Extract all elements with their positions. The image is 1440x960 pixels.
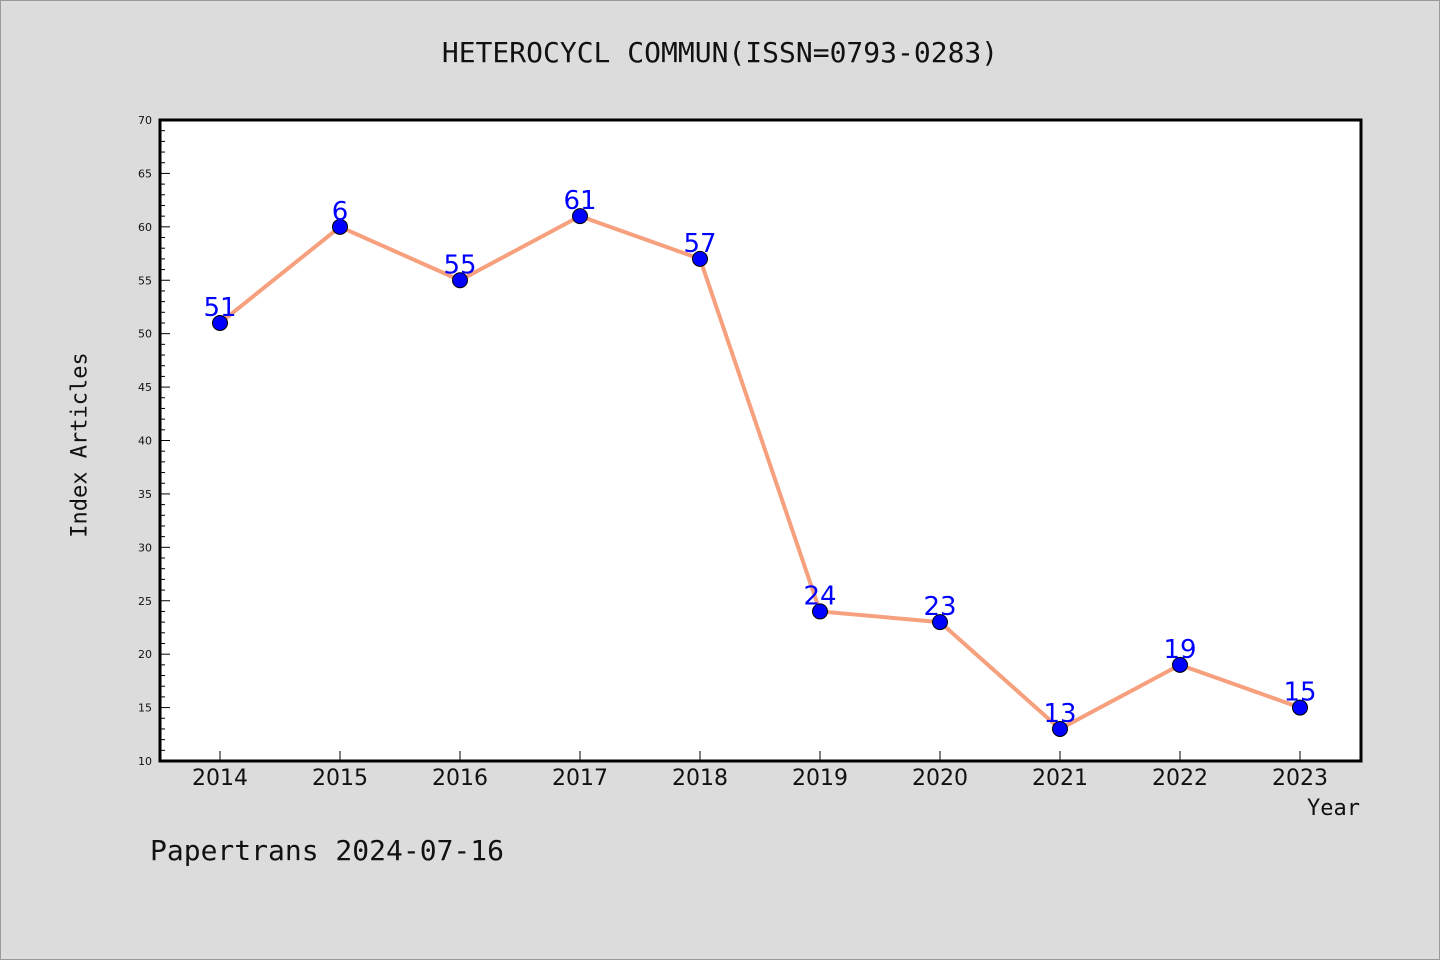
data-label: 55 <box>443 250 476 280</box>
data-markers <box>212 208 1308 737</box>
y-tick-label: 15 <box>138 702 152 715</box>
y-tick-label: 50 <box>138 328 152 341</box>
data-point <box>692 250 708 267</box>
x-axis-title: Year <box>1307 796 1360 821</box>
x-tick-label: 2015 <box>312 766 368 791</box>
data-labels: 51 6 55 61 57 24 23 13 19 15 <box>203 186 1316 729</box>
y-tick-label: 70 <box>138 114 152 127</box>
y-axis-title: Index Articles <box>67 352 93 538</box>
y-tick-label: 35 <box>138 488 152 501</box>
y-tick-label: 65 <box>138 167 152 180</box>
data-point <box>452 272 468 289</box>
data-label: 23 <box>923 592 956 622</box>
x-tick-label: 2017 <box>552 766 608 791</box>
data-label: 61 <box>563 186 596 216</box>
data-label: 51 <box>203 293 236 323</box>
y-tick-label: 20 <box>138 648 152 661</box>
y-tick-label: 45 <box>138 381 152 394</box>
data-point <box>1292 699 1308 716</box>
x-axis-ticks: 2014 2015 2016 2017 2018 2019 2020 2021 2022 2023 <box>192 751 1328 791</box>
x-tick-label: 2018 <box>672 766 728 791</box>
data-label: 13 <box>1043 699 1076 729</box>
y-tick-label: 60 <box>138 221 152 234</box>
footer-credit: Papertrans 2024-07-16 <box>150 834 505 867</box>
series-line <box>218 214 1301 731</box>
data-point <box>332 218 348 235</box>
x-tick-label: 2020 <box>912 766 968 791</box>
data-point <box>1172 656 1188 673</box>
data-point <box>1052 720 1068 737</box>
data-point <box>932 614 948 631</box>
x-tick-label: 2021 <box>1032 766 1088 791</box>
y-tick-label: 10 <box>138 755 152 768</box>
y-tick-label: 30 <box>138 541 152 554</box>
data-label: 6 <box>332 197 349 227</box>
y-tick-label: 40 <box>138 435 152 448</box>
data-label: 15 <box>1283 678 1316 708</box>
data-point <box>212 314 228 331</box>
x-tick-label: 2016 <box>432 766 488 791</box>
data-label: 24 <box>803 581 836 611</box>
data-point <box>572 208 588 225</box>
x-tick-label: 2014 <box>192 766 248 791</box>
data-label: 57 <box>683 229 716 259</box>
y-axis-ticks: 10 15 20 25 30 35 40 45 50 55 60 65 70 <box>138 114 170 768</box>
y-tick-label: 55 <box>138 274 152 287</box>
x-tick-label: 2019 <box>792 766 848 791</box>
y-tick-label: 25 <box>138 595 152 608</box>
x-tick-label: 2022 <box>1152 766 1208 791</box>
chart-title: HETEROCYCL COMMUN(ISSN=0793-0283) <box>441 36 999 69</box>
x-tick-label: 2023 <box>1272 766 1328 791</box>
data-point <box>812 603 828 620</box>
data-label: 19 <box>1163 635 1196 665</box>
